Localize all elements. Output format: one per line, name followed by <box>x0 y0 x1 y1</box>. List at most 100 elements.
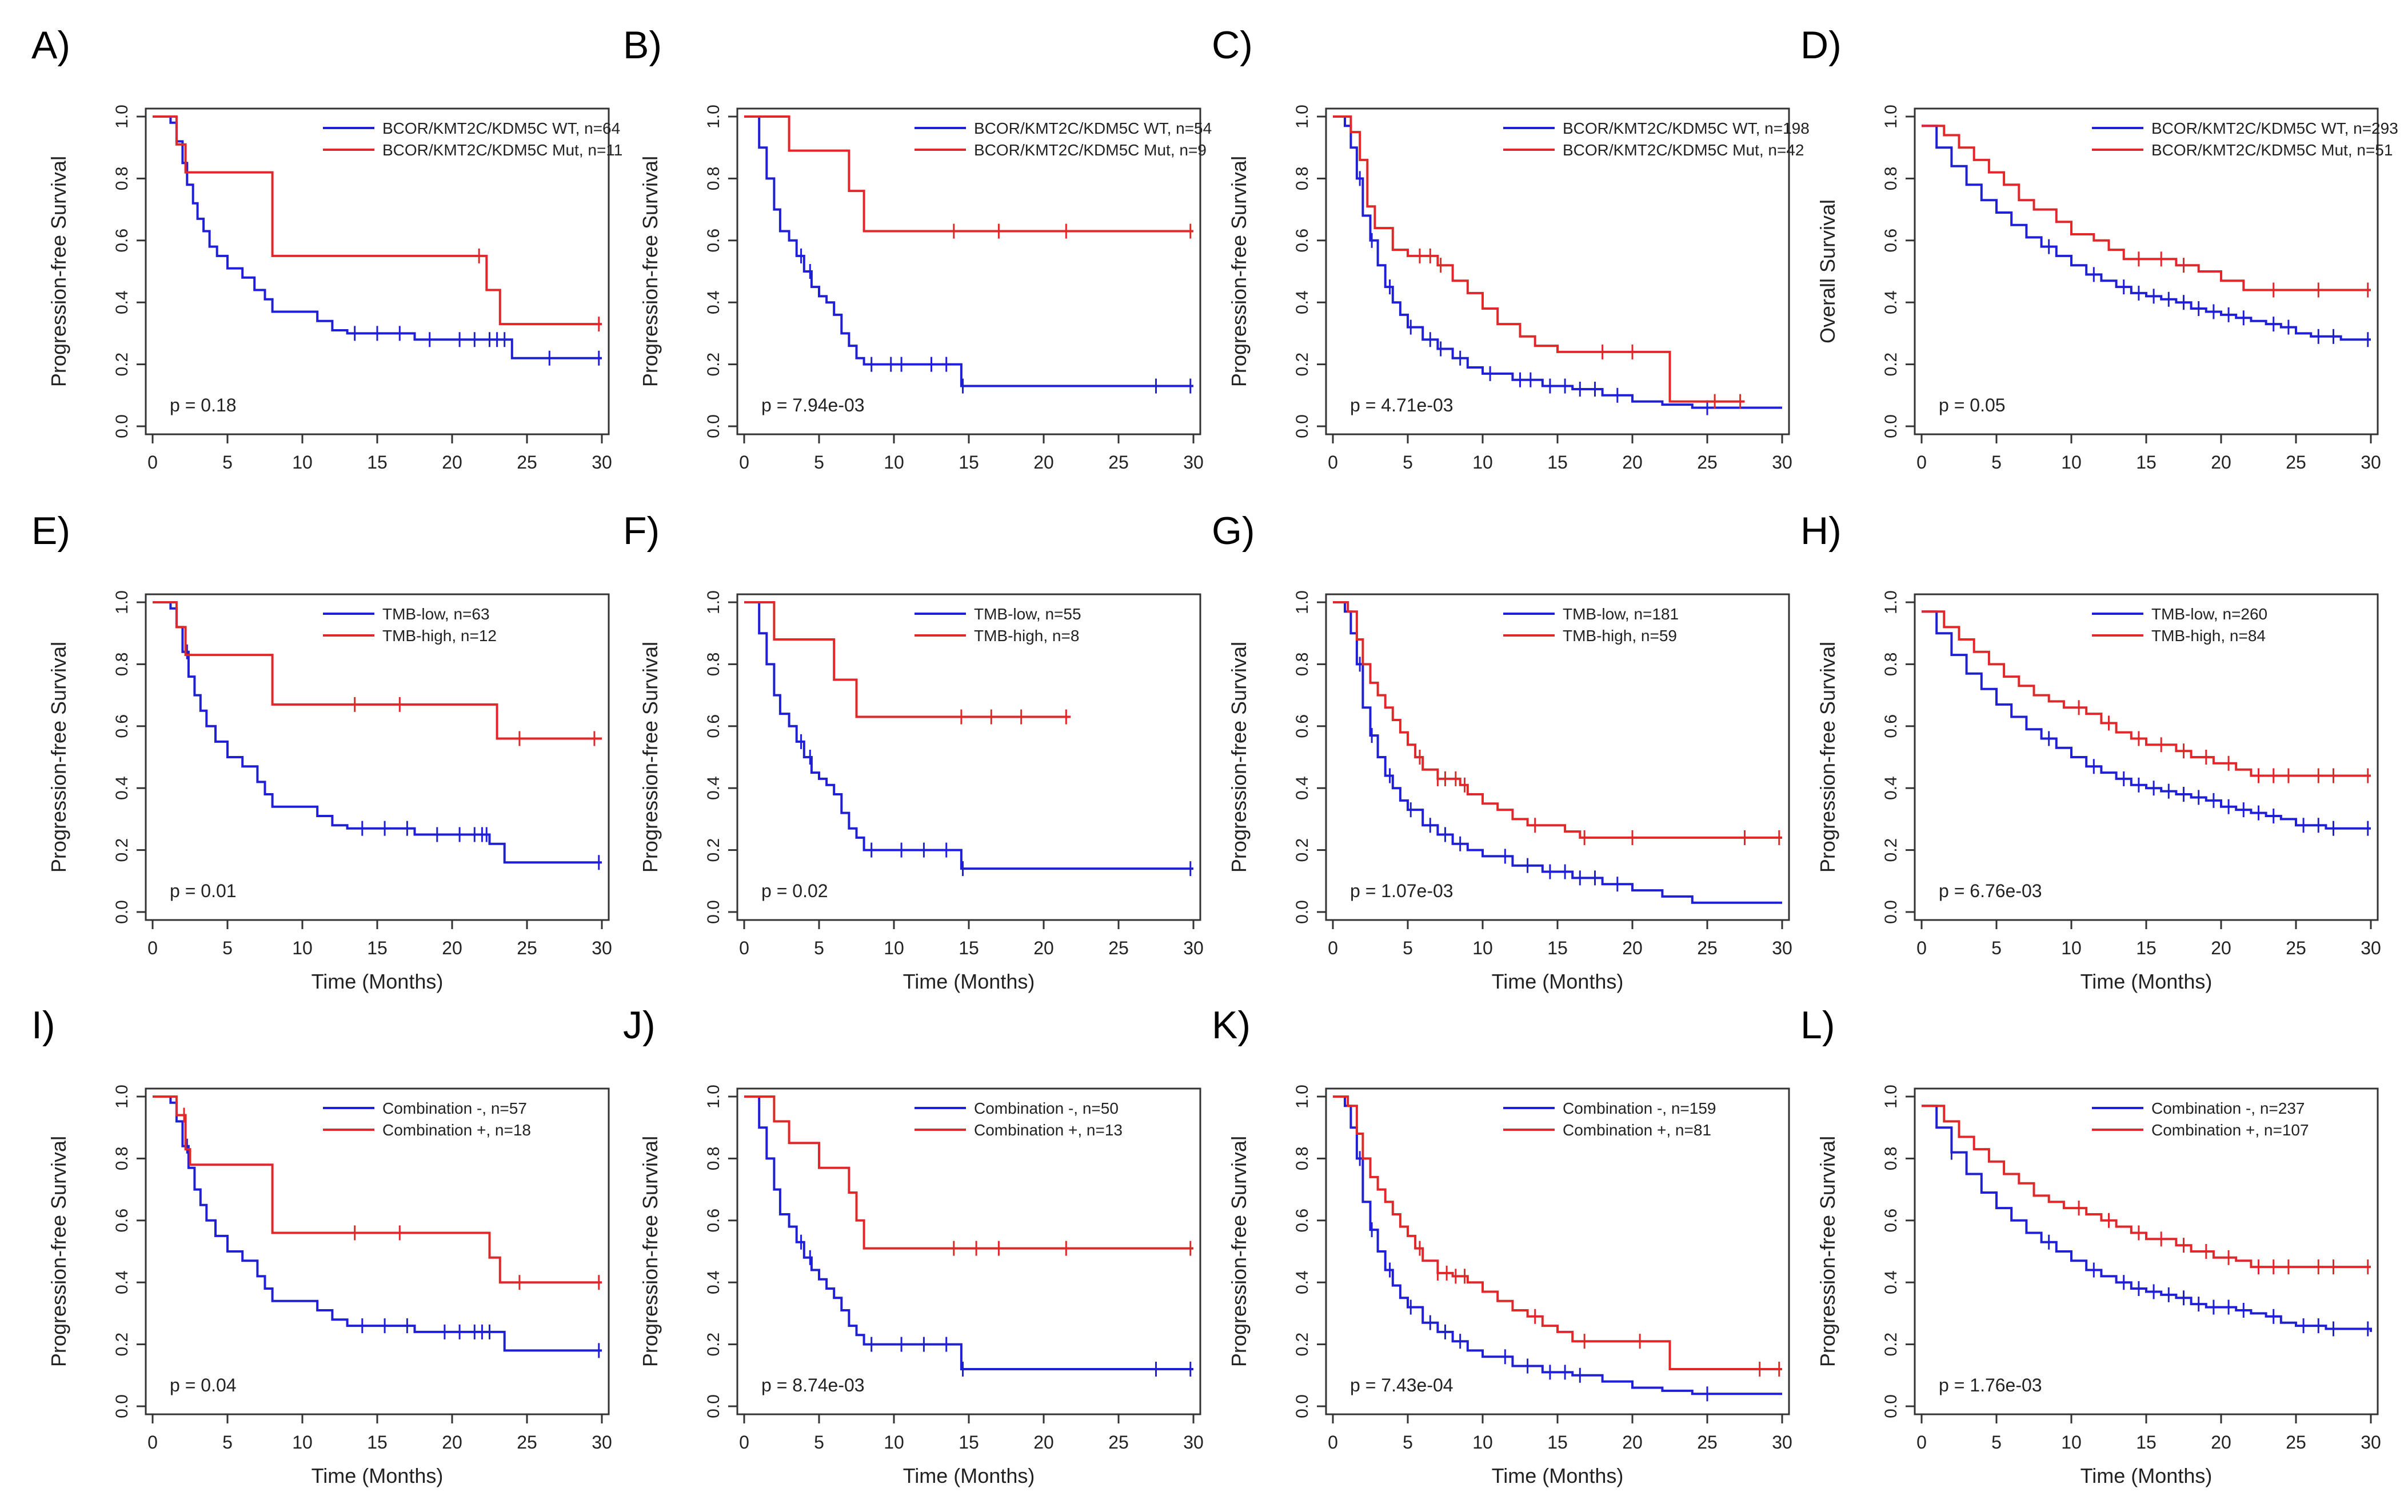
legend-label: Combination -, n=237 <box>2151 1099 2305 1117</box>
x-tick-label: 30 <box>592 1432 612 1453</box>
x-tick-label: 5 <box>1403 1432 1413 1453</box>
x-tick-label: 5 <box>1403 452 1413 473</box>
y-axis-title: Progression-free Survival <box>1227 642 1251 873</box>
x-tick-label: 10 <box>1472 1432 1493 1453</box>
y-tick-label: 0.6 <box>113 714 131 738</box>
x-tick-label: 20 <box>442 452 462 473</box>
legend-label: Combination +, n=107 <box>2151 1121 2309 1139</box>
survival-curve <box>1333 1095 1782 1395</box>
x-tick-label: 5 <box>222 452 233 473</box>
p-value: p = 4.71e-03 <box>1350 395 1453 415</box>
x-axis-title: Time (Months) <box>312 970 444 993</box>
y-tick-label: 0.0 <box>1293 414 1312 438</box>
y-axis-title: Progression-free Survival <box>47 642 70 873</box>
km-plot: 0 5 10 15 20 25 30 0.0 0.2 0.4 0.6 0.8 1.0 Progressio… <box>47 590 612 993</box>
y-axis-title: Progression-free Survival <box>1227 156 1251 387</box>
survival-curve <box>1922 610 2371 830</box>
legend-label: BCOR/KMT2C/KDM5C WT, n=198 <box>1563 119 1810 137</box>
x-tick-label: 10 <box>2061 938 2082 958</box>
x-tick-label: 15 <box>367 938 388 958</box>
x-tick-label: 0 <box>1916 452 1927 473</box>
y-tick-label: 0.0 <box>1293 1394 1312 1418</box>
y-tick-label: 1.0 <box>1293 590 1312 614</box>
y-tick-label: 0.2 <box>1293 838 1312 862</box>
x-tick-label: 25 <box>517 1432 537 1453</box>
survival-curve <box>1922 125 2371 291</box>
legend-label: Combination +, n=18 <box>382 1121 531 1139</box>
y-tick-label: 0.2 <box>113 838 131 862</box>
x-tick-label: 10 <box>884 938 904 958</box>
y-axis-title: Progression-free Survival <box>1816 642 1839 873</box>
survival-curve <box>1333 601 1782 904</box>
y-tick-label: 0.4 <box>113 776 131 800</box>
y-tick-label: 0.6 <box>704 714 723 738</box>
panel-letter: E) <box>31 509 70 553</box>
legend-label: Combination -, n=57 <box>382 1099 527 1117</box>
y-tick-label: 0.4 <box>1882 776 1900 800</box>
y-tick-label: 0.4 <box>1293 776 1312 800</box>
y-tick-label: 0.8 <box>113 1147 131 1171</box>
legend-label: TMB-high, n=12 <box>382 627 497 645</box>
y-tick-label: 0.2 <box>704 353 723 377</box>
panel-b: B) 0 5 10 15 20 25 30 0.0 0.2 0.4 0.6 0.8 1.0 Progres… <box>623 23 1223 514</box>
y-tick-label: 0.8 <box>704 1147 723 1171</box>
y-axis-title: Progression-free Survival <box>638 642 662 873</box>
x-tick-label: 15 <box>1547 452 1568 473</box>
legend-label: TMB-high, n=8 <box>974 627 1079 645</box>
x-tick-label: 25 <box>1697 452 1718 473</box>
x-tick-label: 20 <box>1622 452 1643 473</box>
x-axis-title: Time (Months) <box>2080 1464 2213 1487</box>
x-tick-label: 5 <box>1403 938 1413 958</box>
x-axis-title: Time (Months) <box>1492 970 1624 993</box>
p-value: p = 8.74e-03 <box>761 1375 865 1395</box>
y-tick-label: 0.2 <box>1882 353 1900 377</box>
x-tick-label: 0 <box>1328 938 1338 958</box>
y-tick-label: 0.8 <box>113 167 131 191</box>
y-tick-label: 0.6 <box>704 1209 723 1233</box>
y-tick-label: 0.4 <box>704 1270 723 1294</box>
p-value: p = 0.18 <box>170 395 237 415</box>
y-axis-title: Progression-free Survival <box>1816 1136 1839 1367</box>
y-tick-label: 0.8 <box>1882 1147 1900 1171</box>
survival-curve <box>153 601 602 740</box>
y-tick-label: 0.2 <box>704 1333 723 1357</box>
panel-c: C) 0 5 10 15 20 25 30 0.0 0.2 0.4 0.6 0.8 1.0 Progres… <box>1212 23 1812 514</box>
plot-frame <box>736 1087 1201 1415</box>
x-tick-label: 15 <box>1547 938 1568 958</box>
y-tick-label: 0.0 <box>704 900 723 924</box>
panel-letter: K) <box>1212 1003 1251 1047</box>
survival-curve <box>744 115 1193 233</box>
y-tick-label: 0.0 <box>1882 414 1900 438</box>
survival-curve <box>1922 1105 2371 1269</box>
legend-label: TMB-low, n=63 <box>382 605 490 623</box>
x-tick-label: 15 <box>2136 452 2157 473</box>
x-tick-label: 30 <box>1772 938 1792 958</box>
y-tick-label: 1.0 <box>704 105 723 129</box>
x-tick-label: 30 <box>2361 452 2381 473</box>
panel-letter: L) <box>1800 1003 1835 1047</box>
x-tick-label: 15 <box>1547 1432 1568 1453</box>
x-tick-label: 30 <box>1772 1432 1792 1453</box>
x-tick-label: 20 <box>442 1432 462 1453</box>
plot-frame <box>145 1087 610 1415</box>
y-tick-label: 0.8 <box>1293 1147 1312 1171</box>
y-tick-label: 0.8 <box>1293 167 1312 191</box>
legend-label: BCOR/KMT2C/KDM5C Mut, n=51 <box>2151 141 2393 159</box>
p-value: p = 1.76e-03 <box>1939 1375 2042 1395</box>
y-tick-label: 0.4 <box>1882 290 1900 314</box>
p-value: p = 1.07e-03 <box>1350 881 1453 901</box>
legend-label: BCOR/KMT2C/KDM5C Mut, n=9 <box>974 141 1207 159</box>
y-tick-label: 1.0 <box>113 590 131 614</box>
x-tick-label: 25 <box>1108 1432 1129 1453</box>
legend-label: TMB-low, n=260 <box>2151 605 2267 623</box>
x-tick-label: 5 <box>222 1432 233 1453</box>
x-tick-label: 20 <box>1033 1432 1054 1453</box>
panel-letter: I) <box>31 1003 55 1047</box>
survival-curve <box>744 601 1193 870</box>
legend-label: BCOR/KMT2C/KDM5C WT, n=293 <box>2151 119 2398 137</box>
y-tick-label: 0.0 <box>704 414 723 438</box>
x-tick-label: 15 <box>959 1432 979 1453</box>
x-tick-label: 20 <box>1033 938 1054 958</box>
y-tick-label: 0.8 <box>1882 167 1900 191</box>
